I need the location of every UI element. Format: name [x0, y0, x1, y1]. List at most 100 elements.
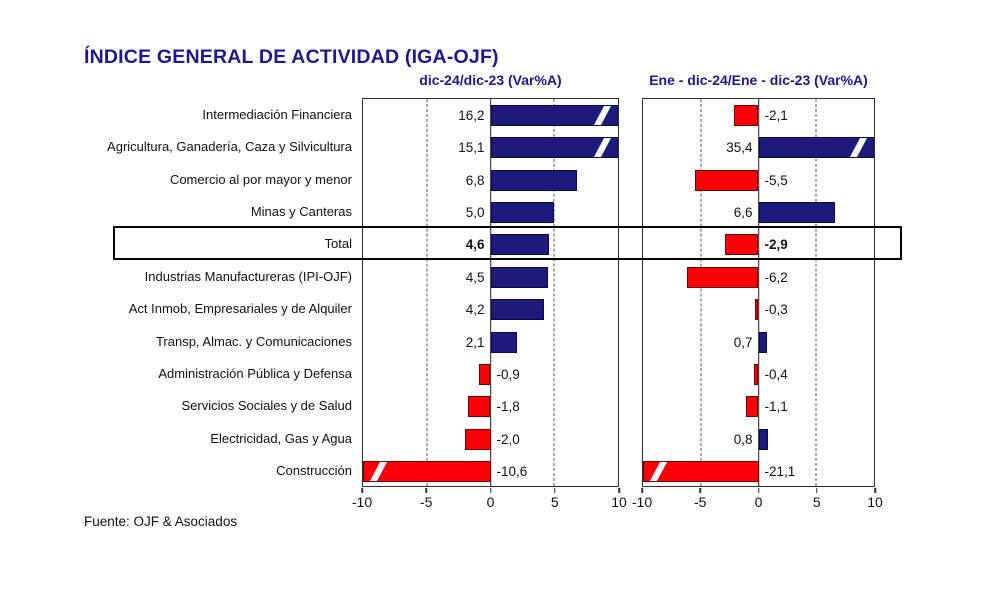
tick-label: -10: [631, 494, 653, 510]
tick-mark: [641, 487, 643, 493]
left-x-axis: -10 -5 0 5 10: [352, 487, 627, 517]
zero-axis-line: [757, 99, 760, 486]
bar-positive: [490, 266, 548, 288]
bar-negative: [479, 364, 491, 386]
value-label: 4,2: [465, 302, 485, 318]
gridline: [700, 99, 702, 486]
bar-positive: [490, 137, 618, 159]
tick-label: -10: [351, 494, 373, 510]
tick-label: -5: [420, 494, 433, 510]
bar-positive: [758, 331, 767, 353]
category-label: Servicios Sociales y de Salud: [181, 398, 352, 414]
tick-label: 10: [611, 494, 627, 510]
category-label: Electricidad, Gas y Agua: [210, 430, 352, 446]
axis-break-mark: [647, 462, 670, 482]
chart-title: ÍNDICE GENERAL DE ACTIVIDAD (IGA-OJF): [84, 46, 499, 68]
value-label: 4,5: [465, 269, 485, 285]
axis-break-mark: [847, 138, 870, 158]
tick-label: 10: [867, 494, 883, 510]
category-label: Minas y Canteras: [250, 203, 352, 219]
category-label: Industrias Manufactureras (IPI-OJF): [144, 268, 352, 284]
value-label: 4,6: [465, 237, 485, 253]
bar-negative: [734, 104, 759, 126]
value-label: 15,1: [458, 140, 485, 156]
value-label: -5,5: [764, 172, 788, 188]
value-label: 6,6: [733, 204, 753, 220]
left-chart-panel: 16,2 15,1 6,8 5,0 4,6 4,5 4,2 2,1 -0,9 -1,8 -2,0 -1…: [362, 98, 619, 487]
right-x-axis: -10 -5 0 5 10: [632, 487, 883, 517]
gridline: [815, 99, 817, 486]
bar-negative: [363, 461, 491, 483]
gridline: [553, 99, 555, 486]
value-label: -0,4: [764, 367, 788, 383]
gridline: [426, 99, 428, 486]
tick-mark: [554, 487, 556, 493]
bar-positive: [490, 104, 618, 126]
bar-negative: [694, 169, 759, 191]
tick-label: 5: [812, 494, 821, 510]
bar-negative: [686, 266, 759, 288]
bar-positive: [490, 234, 550, 256]
value-label: 0,7: [733, 334, 753, 350]
tick-mark: [757, 487, 760, 493]
tick-mark: [425, 487, 427, 493]
axis-break-mark: [591, 105, 614, 125]
bar-positive: [490, 331, 518, 353]
category-label: Act Inmob, Empresariales y de Alquiler: [128, 301, 352, 317]
value-label: 0,8: [733, 431, 753, 447]
value-label: 16,2: [458, 107, 485, 123]
bar-negative: [467, 396, 491, 418]
category-label: Agricultura, Ganadería, Caza y Silvicult…: [107, 139, 352, 155]
value-label: -2,9: [764, 237, 788, 253]
tick-label: 0: [754, 494, 763, 510]
category-label: Total: [324, 236, 352, 252]
tick-mark: [816, 487, 818, 493]
value-label: -1,1: [764, 399, 788, 415]
tick-mark: [618, 487, 620, 493]
value-label: -6,2: [764, 269, 788, 285]
bar-negative: [753, 364, 759, 386]
bar-positive: [490, 169, 578, 191]
tick-mark: [699, 487, 701, 493]
axis-break-mark: [591, 138, 614, 158]
bar-negative: [745, 396, 759, 418]
category-label: Transp, Almac. y Comunicaciones: [155, 333, 352, 349]
value-label: 6,8: [465, 172, 485, 188]
value-label: -1,8: [496, 399, 520, 415]
tick-label: 5: [550, 494, 559, 510]
right-panel-header: Ene - dic-24/Ene - dic-23 (Var%A): [649, 72, 868, 88]
bar-positive: [490, 299, 545, 321]
left-panel-header: dic-24/dic-23 (Var%A): [419, 72, 562, 88]
zero-axis-line: [489, 99, 492, 486]
tick-mark: [361, 487, 363, 493]
bar-positive: [758, 428, 768, 450]
value-label: 5,0: [465, 204, 485, 220]
value-label: 35,4: [726, 140, 753, 156]
category-label: Construcción: [276, 463, 352, 479]
value-label: -10,6: [496, 464, 528, 480]
value-label: -21,1: [764, 464, 796, 480]
category-label: Administración Pública y Defensa: [158, 365, 352, 381]
bar-positive: [758, 201, 835, 223]
bar-negative: [725, 234, 759, 256]
right-chart-panel: -2,1 35,4 -5,5 6,6 -2,9 -6,2 -0,3 0,7 -0,4 -1,1 0,…: [642, 98, 875, 487]
category-label: Comercio al por mayor y menor: [169, 171, 352, 187]
tick-label: 0: [486, 494, 495, 510]
source-note: Fuente: OJF & Asociados: [84, 514, 238, 529]
tick-mark: [489, 487, 492, 493]
value-label: -0,9: [496, 367, 520, 383]
category-label: Intermediación Financiera: [202, 106, 352, 122]
category-labels-column: Intermediación Financiera Agricultura, Ga…: [60, 98, 352, 487]
bar-positive: [758, 137, 874, 159]
bar-negative: [643, 461, 759, 483]
bar-negative: [755, 299, 759, 321]
value-label: -0,3: [764, 302, 788, 318]
bar-negative: [465, 428, 491, 450]
bar-positive: [490, 201, 555, 223]
value-label: 2,1: [465, 334, 485, 350]
value-label: -2,1: [764, 107, 788, 123]
tick-mark: [874, 487, 876, 493]
tick-label: -5: [694, 494, 707, 510]
value-label: -2,0: [496, 431, 520, 447]
